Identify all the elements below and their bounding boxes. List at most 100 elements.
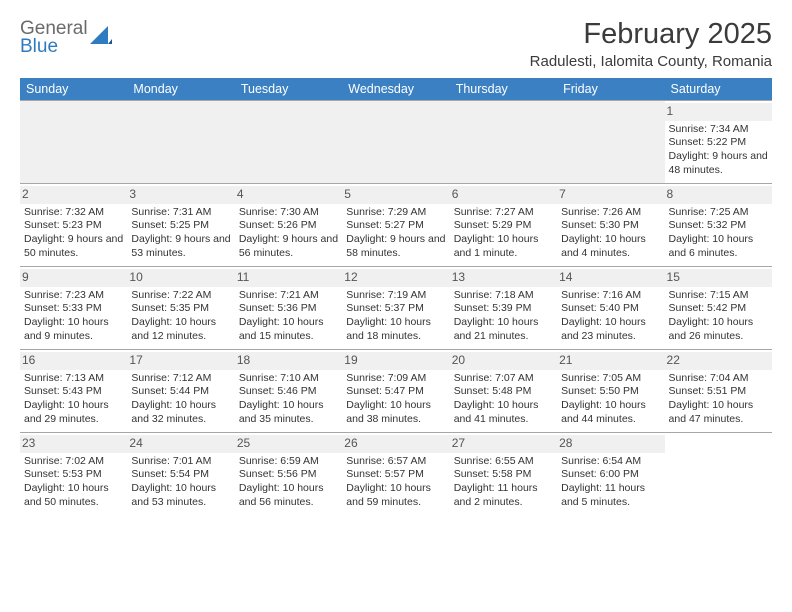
empty-cell xyxy=(342,101,449,183)
daylight-line: Daylight: 10 hours and 59 minutes. xyxy=(346,482,445,509)
sunset-line: Sunset: 6:00 PM xyxy=(561,468,660,482)
title-block: February 2025 Radulesti, Ialomita County… xyxy=(530,18,772,70)
sunset-line: Sunset: 5:57 PM xyxy=(346,468,445,482)
day-cell-28: 28Sunrise: 6:54 AMSunset: 6:00 PMDayligh… xyxy=(557,433,664,513)
day-cell-5: 5Sunrise: 7:29 AMSunset: 5:27 PMDaylight… xyxy=(342,184,449,266)
day-number: 6 xyxy=(450,186,557,204)
day-number: 25 xyxy=(235,435,342,453)
day-number: 2 xyxy=(20,186,127,204)
day-number: 21 xyxy=(557,352,664,370)
logo: General Blue xyxy=(20,18,112,56)
day-number: 1 xyxy=(665,103,772,121)
day-number: 26 xyxy=(342,435,449,453)
day-cell-1: 1Sunrise: 7:34 AMSunset: 5:22 PMDaylight… xyxy=(665,101,772,183)
daylight-line: Daylight: 10 hours and 4 minutes. xyxy=(561,233,660,260)
sunset-line: Sunset: 5:51 PM xyxy=(669,385,768,399)
day-header-wednesday: Wednesday xyxy=(342,78,449,100)
sunset-line: Sunset: 5:46 PM xyxy=(239,385,338,399)
sunset-line: Sunset: 5:23 PM xyxy=(24,219,123,233)
day-number: 23 xyxy=(20,435,127,453)
sunrise-line: Sunrise: 7:10 AM xyxy=(239,372,338,386)
daylight-line: Daylight: 9 hours and 53 minutes. xyxy=(131,233,230,260)
sunrise-line: Sunrise: 7:09 AM xyxy=(346,372,445,386)
sunset-line: Sunset: 5:37 PM xyxy=(346,302,445,316)
sunset-line: Sunset: 5:33 PM xyxy=(24,302,123,316)
day-number: 13 xyxy=(450,269,557,287)
sunrise-line: Sunrise: 7:29 AM xyxy=(346,206,445,220)
empty-cell xyxy=(665,433,772,513)
sunset-line: Sunset: 5:48 PM xyxy=(454,385,553,399)
day-number: 28 xyxy=(557,435,664,453)
logo-word-blue: Blue xyxy=(20,38,58,56)
day-header-friday: Friday xyxy=(557,78,664,100)
daylight-line: Daylight: 10 hours and 47 minutes. xyxy=(669,399,768,426)
day-cell-7: 7Sunrise: 7:26 AMSunset: 5:30 PMDaylight… xyxy=(557,184,664,266)
daylight-line: Daylight: 9 hours and 58 minutes. xyxy=(346,233,445,260)
sunset-line: Sunset: 5:32 PM xyxy=(669,219,768,233)
day-number: 3 xyxy=(127,186,234,204)
day-cell-23: 23Sunrise: 7:02 AMSunset: 5:53 PMDayligh… xyxy=(20,433,127,513)
sunrise-line: Sunrise: 7:27 AM xyxy=(454,206,553,220)
calendar-grid: SundayMondayTuesdayWednesdayThursdayFrid… xyxy=(20,78,772,513)
sunset-line: Sunset: 5:42 PM xyxy=(669,302,768,316)
header-row: General Blue February 2025 Radulesti, Ia… xyxy=(20,18,772,70)
sunrise-line: Sunrise: 7:21 AM xyxy=(239,289,338,303)
day-header-saturday: Saturday xyxy=(665,78,772,100)
empty-cell xyxy=(127,101,234,183)
day-header-row: SundayMondayTuesdayWednesdayThursdayFrid… xyxy=(20,78,772,100)
sunset-line: Sunset: 5:39 PM xyxy=(454,302,553,316)
day-cell-22: 22Sunrise: 7:04 AMSunset: 5:51 PMDayligh… xyxy=(665,350,772,432)
sunset-line: Sunset: 5:25 PM xyxy=(131,219,230,233)
day-cell-18: 18Sunrise: 7:10 AMSunset: 5:46 PMDayligh… xyxy=(235,350,342,432)
day-cell-10: 10Sunrise: 7:22 AMSunset: 5:35 PMDayligh… xyxy=(127,267,234,349)
daylight-line: Daylight: 11 hours and 2 minutes. xyxy=(454,482,553,509)
day-number: 18 xyxy=(235,352,342,370)
daylight-line: Daylight: 10 hours and 56 minutes. xyxy=(239,482,338,509)
day-cell-3: 3Sunrise: 7:31 AMSunset: 5:25 PMDaylight… xyxy=(127,184,234,266)
sunrise-line: Sunrise: 7:19 AM xyxy=(346,289,445,303)
daylight-line: Daylight: 10 hours and 1 minute. xyxy=(454,233,553,260)
daylight-line: Daylight: 10 hours and 38 minutes. xyxy=(346,399,445,426)
week-row: 16Sunrise: 7:13 AMSunset: 5:43 PMDayligh… xyxy=(20,349,772,432)
weeks-container: 1Sunrise: 7:34 AMSunset: 5:22 PMDaylight… xyxy=(20,100,772,513)
daylight-line: Daylight: 10 hours and 9 minutes. xyxy=(24,316,123,343)
day-cell-12: 12 Sunrise: 7:19 AMSunset: 5:37 PMDayligh… xyxy=(342,267,449,349)
sunset-line: Sunset: 5:50 PM xyxy=(561,385,660,399)
sunrise-line: Sunrise: 7:13 AM xyxy=(24,372,123,386)
sunset-line: Sunset: 5:26 PM xyxy=(239,219,338,233)
day-number: 9 xyxy=(20,269,127,287)
day-cell-20: 20Sunrise: 7:07 AMSunset: 5:48 PMDayligh… xyxy=(450,350,557,432)
day-cell-24: 24Sunrise: 7:01 AMSunset: 5:54 PMDayligh… xyxy=(127,433,234,513)
daylight-line: Daylight: 9 hours and 56 minutes. xyxy=(239,233,338,260)
sunset-line: Sunset: 5:53 PM xyxy=(24,468,123,482)
daylight-line: Daylight: 9 hours and 48 minutes. xyxy=(669,150,768,177)
location-subtitle: Radulesti, Ialomita County, Romania xyxy=(530,53,772,70)
day-number: 24 xyxy=(127,435,234,453)
sunrise-line: Sunrise: 7:12 AM xyxy=(131,372,230,386)
sunset-line: Sunset: 5:30 PM xyxy=(561,219,660,233)
week-row: 1Sunrise: 7:34 AMSunset: 5:22 PMDaylight… xyxy=(20,100,772,183)
sunrise-line: Sunrise: 7:34 AM xyxy=(669,123,768,137)
day-cell-6: 6Sunrise: 7:27 AMSunset: 5:29 PMDaylight… xyxy=(450,184,557,266)
day-cell-4: 4Sunrise: 7:30 AMSunset: 5:26 PMDaylight… xyxy=(235,184,342,266)
daylight-line: Daylight: 10 hours and 32 minutes. xyxy=(131,399,230,426)
sunrise-line: Sunrise: 7:16 AM xyxy=(561,289,660,303)
sunrise-line: Sunrise: 6:57 AM xyxy=(346,455,445,469)
day-header-tuesday: Tuesday xyxy=(235,78,342,100)
sunrise-line: Sunrise: 7:32 AM xyxy=(24,206,123,220)
day-cell-8: 8Sunrise: 7:25 AMSunset: 5:32 PMDaylight… xyxy=(665,184,772,266)
day-number: 12 xyxy=(342,269,449,287)
sunrise-line: Sunrise: 6:54 AM xyxy=(561,455,660,469)
empty-cell xyxy=(450,101,557,183)
daylight-line: Daylight: 10 hours and 18 minutes. xyxy=(346,316,445,343)
sunrise-line: Sunrise: 7:05 AM xyxy=(561,372,660,386)
sunrise-line: Sunrise: 7:22 AM xyxy=(131,289,230,303)
logo-text: General Blue xyxy=(20,20,88,56)
sunset-line: Sunset: 5:40 PM xyxy=(561,302,660,316)
day-cell-9: 9Sunrise: 7:23 AMSunset: 5:33 PMDaylight… xyxy=(20,267,127,349)
sunset-line: Sunset: 5:44 PM xyxy=(131,385,230,399)
day-number: 22 xyxy=(665,352,772,370)
day-cell-14: 14Sunrise: 7:16 AMSunset: 5:40 PMDayligh… xyxy=(557,267,664,349)
empty-cell xyxy=(20,101,127,183)
week-row: 2 Sunrise: 7:32 AMSunset: 5:23 PM Daylight… xyxy=(20,183,772,266)
